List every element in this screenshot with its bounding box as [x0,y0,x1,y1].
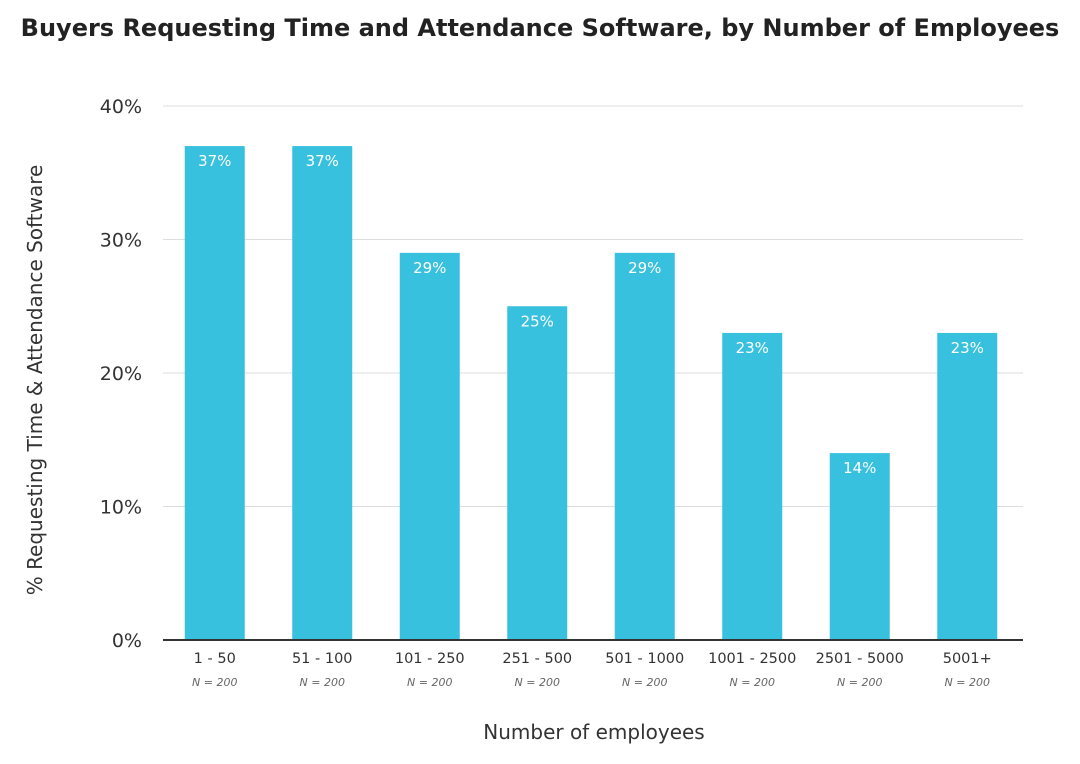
x-tick-label: 501 - 1000 [605,651,684,667]
gridlines [163,105,1023,507]
bar [722,332,783,640]
sample-size-label: N = 200 [945,676,990,689]
y-tick-label: 20% [100,363,142,385]
chart-title: Buyers Requesting Time and Attendance So… [20,14,1060,42]
x-tick-label: 1 - 50 [194,651,236,667]
bar-value-label: 23% [951,339,984,357]
bar-value-label: 29% [413,259,446,277]
sample-size-label: N = 200 [300,676,345,689]
y-axis-ticks: 0% 10% 20% 30% 40% [100,96,142,652]
bar-value-label: 37% [198,152,231,170]
bar-value-label: 25% [521,312,554,330]
bar [399,252,460,640]
bar [614,252,675,640]
bar-value-label: 23% [736,339,769,357]
sample-size-label: N = 200 [515,676,560,689]
bar [829,453,890,640]
y-tick-label: 40% [100,96,142,118]
bar-value-label: 37% [306,152,339,170]
y-tick-label: 10% [100,497,142,519]
bar-value-label: 14% [843,459,876,477]
bar-value-label: 29% [628,259,661,277]
bar [292,146,353,641]
x-tick-label: 101 - 250 [395,651,465,667]
bar [184,146,245,641]
x-tick-label: 5001+ [943,651,992,667]
sample-size-label: N = 200 [837,676,882,689]
sample-size-label: N = 200 [730,676,775,689]
bars: 37% 37% 29% 25% 29% 23% 14% 23% [184,146,998,641]
bar [507,306,568,640]
y-axis-title: % Requesting Time & Attendance Software [23,165,47,596]
sample-size-label: N = 200 [192,676,237,689]
bar [937,332,998,640]
x-axis-ticks: 1 - 50 N = 200 51 - 100 N = 200 101 - 250 N =… [192,651,992,689]
x-tick-label: 251 - 500 [502,651,572,667]
y-tick-label: 0% [112,630,142,652]
x-tick-label: 1001 - 2500 [708,651,796,667]
x-tick-label: 2501 - 5000 [816,651,904,667]
sample-size-label: N = 200 [622,676,667,689]
x-axis-title: Number of employees [483,720,704,744]
x-tick-label: 51 - 100 [292,651,353,667]
sample-size-label: N = 200 [407,676,452,689]
y-tick-label: 30% [100,230,142,252]
